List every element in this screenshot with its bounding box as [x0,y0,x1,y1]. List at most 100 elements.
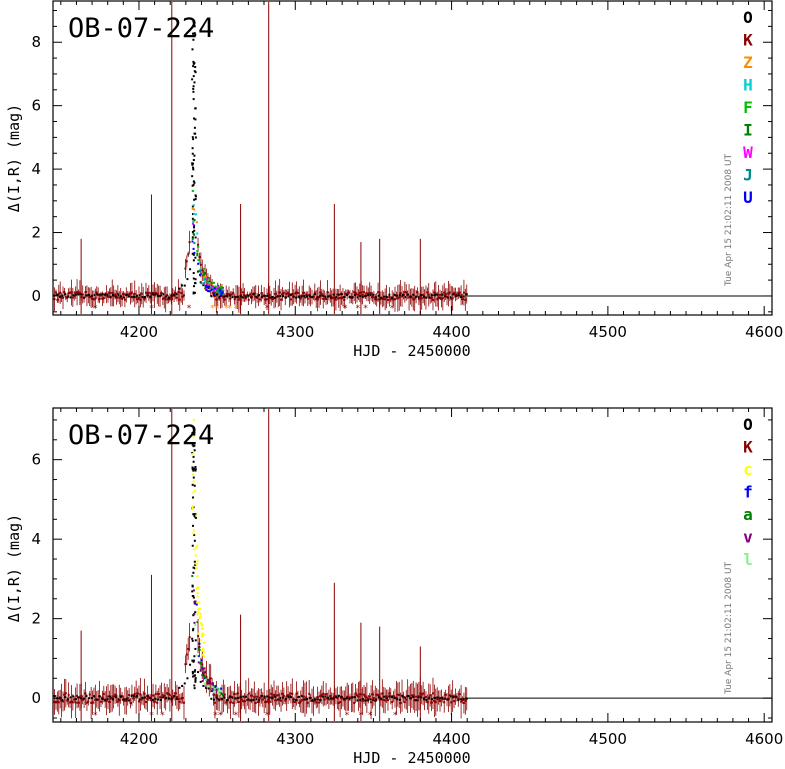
data-point [94,297,97,300]
data-point [192,589,195,592]
data-point [298,701,301,704]
data-point [282,696,285,699]
data-point [268,700,271,703]
legend-entry: c [743,460,753,479]
data-point [91,701,94,704]
chart-title: OB-07-224 [68,420,214,451]
data-point [192,220,195,223]
data-point [220,294,223,297]
data-point [193,684,196,687]
data-point [417,296,420,299]
data-point [414,295,417,298]
data-point [335,695,338,698]
data-point [222,694,225,697]
data-point [287,696,290,699]
flag-marker: * [390,304,395,314]
data-point [194,136,197,139]
data-point [191,189,194,192]
data-point [311,699,314,702]
data-point [216,698,219,701]
data-point [257,701,260,704]
data-point [213,687,216,690]
data-point [197,661,200,664]
data-point [203,277,206,280]
data-point [462,291,465,294]
data-point [63,693,66,696]
data-point [280,298,283,301]
y-tick-label: 6 [31,97,41,115]
data-point [193,181,196,184]
data-point [433,696,436,699]
data-point [299,700,302,703]
data-point [329,695,332,698]
data-point [193,242,196,245]
data-point [270,692,273,695]
data-point [213,688,216,691]
data-point [84,692,87,695]
data-point [395,696,398,699]
data-point [178,686,181,689]
data-point [135,296,138,299]
data-point [409,295,412,298]
data-point [195,514,198,517]
data-point [194,679,197,682]
legend-entry: K [743,31,753,50]
data-point [273,693,276,696]
data-point [430,698,433,701]
data-point [182,701,185,704]
data-point [417,696,420,699]
data-point [63,291,66,294]
data-point [329,296,332,299]
data-point [288,293,291,296]
data-point [383,695,386,698]
data-point [157,692,160,695]
data-point [125,698,128,701]
data-point [109,695,112,698]
data-point [313,291,316,294]
data-point [278,291,281,294]
timestamp: Tue Apr 15 21:02:11 2008 UT [724,561,734,695]
data-point [218,693,221,696]
data-point [271,695,274,698]
data-point [316,698,319,701]
data-point [312,295,315,298]
data-point [324,296,327,299]
data-point [121,297,124,300]
panel-top: * * * * * ** * * * * * * 4200 4300 4400 4500 460002468 … [5,0,783,360]
data-point [191,506,194,509]
data-point [198,646,201,649]
data-point [316,298,319,301]
data-point [191,32,194,35]
data-point [219,288,222,291]
data-point [219,289,222,292]
data-point [220,284,223,287]
data-point [250,296,253,299]
data-point [267,292,270,295]
data-point [98,695,101,698]
data-point [461,698,464,701]
data-point [202,671,205,674]
data-point [194,468,197,471]
flag-marker: * [368,711,373,721]
data-point [281,293,284,296]
data-point [361,698,364,701]
data-point [107,695,110,698]
data-point [298,695,301,698]
data-point [194,256,197,259]
data-point [143,297,146,300]
data-point [356,694,359,697]
data-point [436,698,439,701]
data-point [444,293,447,296]
data-point [220,290,223,293]
data-point [295,296,298,299]
data-point [240,698,243,701]
data-point [196,232,199,235]
data-point [377,696,380,699]
data-point [320,693,323,696]
data-point [316,296,319,299]
legend-entry: H [743,76,753,95]
data-point [152,291,155,294]
data-point [121,695,124,698]
data-point [422,295,425,298]
data-point [140,698,143,701]
